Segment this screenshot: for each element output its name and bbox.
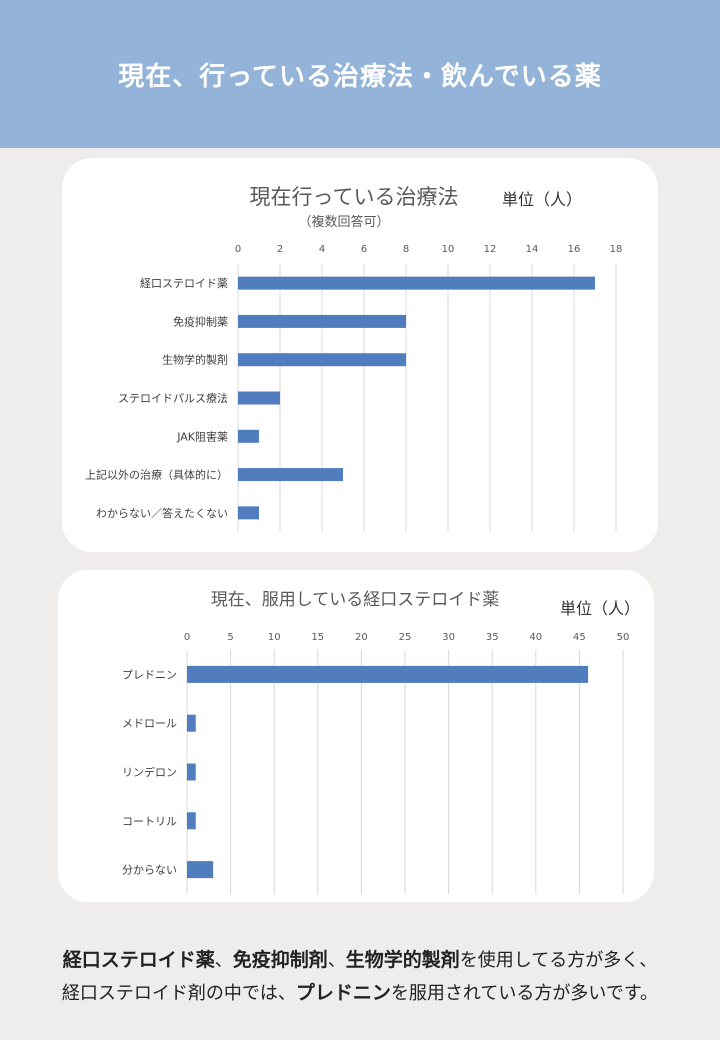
x-tick-label: 10 [268,632,281,643]
chart-subtitle: （複数回答可） [298,214,389,230]
x-tick-label: 10 [442,244,455,255]
x-tick-label: 5 [227,632,233,643]
chart-title: 現在行っている治療法 [250,185,459,209]
bar [187,763,196,781]
category-label: 免疫抑制薬 [173,314,228,328]
bar [238,276,595,290]
summary-highlight-immunosuppressant: 免疫抑制剤 [232,949,328,971]
treatments-bar-chart: 現在行っている治療法 （複数回答可） 単位（人） 0 2 4 6 8 10 12 14 16 18 経口ス… [85,185,623,532]
summary-line-1: 経口ステロイド薬、免疫抑制剤、生物学的製剤を使用してる方が多く、 [0,944,720,977]
category-label: リンデロン [122,765,177,779]
chart-title: 現在、服用している経口ステロイド薬 [211,590,500,610]
x-tick-label: 45 [573,632,586,643]
x-tick-label: 50 [617,632,630,643]
chart-card-treatments: 現在行っている治療法 （複数回答可） 単位（人） 0 2 4 6 8 10 12 14 16 18 経口ス… [62,158,658,552]
page-title: 現在、行っている治療法・飲んでいる薬 [118,61,602,92]
x-tick-label: 25 [399,632,412,643]
category-label: ステロイドパルス療法 [118,391,228,405]
bar [187,812,196,830]
summary-text-piece: 、 [214,950,233,971]
x-tick-label: 0 [184,632,190,643]
summary-text-piece: 経口ステロイド剤の中では、 [61,983,296,1004]
x-tick-label: 20 [355,632,368,643]
unit-label: 単位（人） [502,190,582,209]
bar [238,468,343,482]
bar [187,714,196,732]
summary-highlight-biologic: 生物学的製剤 [345,949,460,971]
header-banner: 現在、行っている治療法・飲んでいる薬 [0,0,720,148]
category-label: 経口ステロイド薬 [140,277,228,290]
x-tick-label: 12 [484,244,497,255]
summary-text-piece: を服用されている方が多いです。 [390,983,659,1004]
category-label: わからない／答えたくない [96,506,228,520]
bar [238,314,406,328]
category-label: 生物学的製剤 [162,353,228,367]
x-tick-label: 15 [311,632,324,643]
category-label: 上記以外の治療（具体的に） [85,468,228,482]
summary-text: 経口ステロイド薬、免疫抑制剤、生物学的製剤を使用してる方が多く、 経口ステロイド… [0,944,720,1010]
summary-text-piece: 、 [327,950,346,971]
unit-label: 単位（人） [560,599,640,618]
x-tick-label: 18 [610,244,623,255]
x-tick-label: 6 [361,244,367,255]
bar [238,506,259,520]
summary-highlight-oral-steroid: 経口ステロイド薬 [62,949,215,971]
bar [187,861,214,879]
oral-steroids-bar-chart: 現在、服用している経口ステロイド薬 単位（人） 0 5 10 15 20 25 30 35 40 45… [122,590,640,894]
x-tick-label: 0 [235,244,241,255]
category-label: 分からない [122,864,177,877]
x-tick-label: 4 [319,244,325,255]
x-tick-label: 8 [403,244,409,255]
chart-card-oral-steroids: 現在、服用している経口ステロイド薬 単位（人） 0 5 10 15 20 25 30 35 40 45… [58,570,654,902]
x-tick-label: 16 [568,244,581,255]
bar [187,665,589,683]
x-tick-label: 35 [486,632,499,643]
summary-highlight-predonine: プレドニン [295,982,391,1004]
bar [238,429,259,443]
category-label: コートリル [122,815,177,828]
x-tick-label: 30 [442,632,455,643]
category-label: メドロール [122,717,177,730]
bar [238,353,406,367]
x-tick-label: 14 [526,244,539,255]
x-tick-label: 2 [277,244,283,255]
bar [238,391,280,405]
category-label: プレドニン [122,668,177,681]
summary-line-2: 経口ステロイド剤の中では、プレドニンを服用されている方が多いです。 [0,977,720,1010]
category-label: JAK阻害薬 [176,429,228,443]
summary-text-piece: を使用してる方が多く、 [459,950,658,971]
x-tick-label: 40 [529,632,542,643]
